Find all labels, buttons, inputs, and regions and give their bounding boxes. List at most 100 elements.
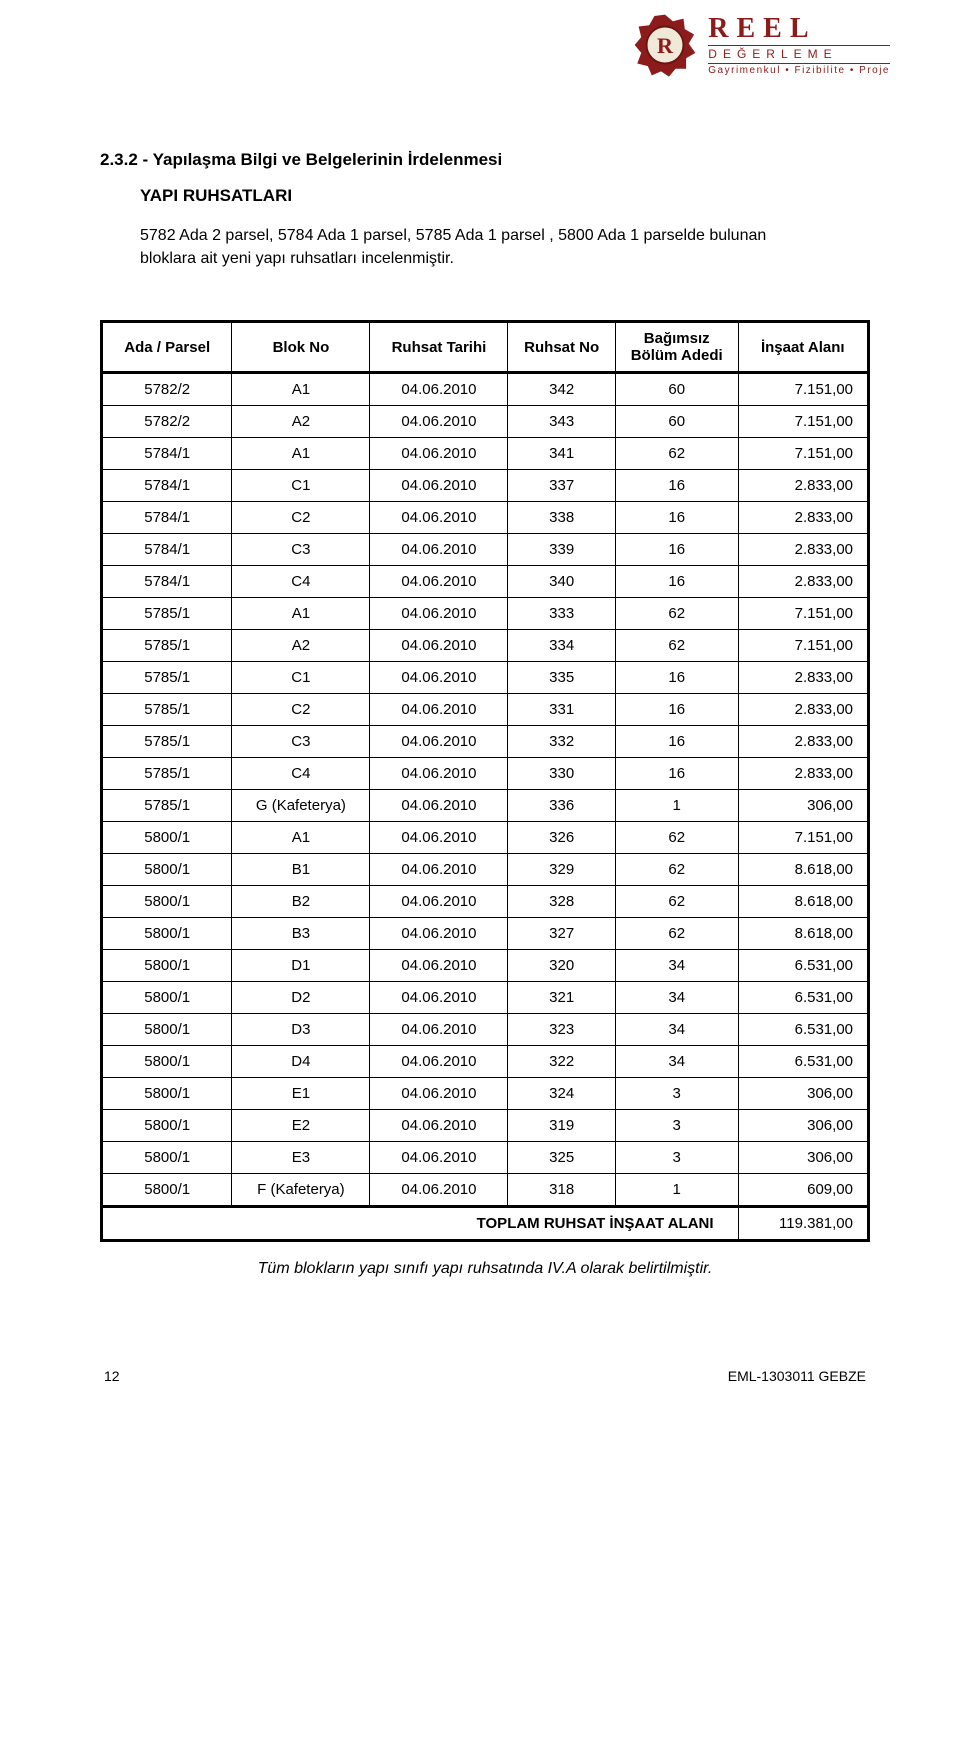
table-cell: 16 [615, 662, 738, 694]
table-cell: 2.833,00 [738, 502, 868, 534]
col-header: Ada / Parsel [102, 322, 232, 373]
table-cell: 16 [615, 726, 738, 758]
table-cell: 8.618,00 [738, 886, 868, 918]
table-row: 5784/1A104.06.2010341627.151,00 [102, 438, 869, 470]
table-cell: E1 [232, 1078, 370, 1110]
table-cell: A1 [232, 373, 370, 406]
table-cell: 5800/1 [102, 822, 232, 854]
table-cell: C3 [232, 534, 370, 566]
table-header-row: Ada / ParselBlok NoRuhsat TarihiRuhsat N… [102, 322, 869, 373]
table-body: 5782/2A104.06.2010342607.151,005782/2A20… [102, 373, 869, 1241]
table-row: 5782/2A104.06.2010342607.151,00 [102, 373, 869, 406]
table-cell: F (Kafeterya) [232, 1174, 370, 1207]
table-cell: 04.06.2010 [370, 598, 508, 630]
col-header: Ruhsat Tarihi [370, 322, 508, 373]
table-cell: 04.06.2010 [370, 854, 508, 886]
table-cell: B2 [232, 886, 370, 918]
table-cell: 16 [615, 470, 738, 502]
table-cell: 319 [508, 1110, 615, 1142]
table-cell: 5784/1 [102, 438, 232, 470]
table-cell: 5800/1 [102, 1046, 232, 1078]
table-cell: 62 [615, 630, 738, 662]
table-cell: 3 [615, 1110, 738, 1142]
logo: R REEL DEĞERLEME Gayrimenkul • Fizibilit… [632, 12, 890, 78]
table-cell: 60 [615, 406, 738, 438]
table-cell: 5785/1 [102, 662, 232, 694]
table-row: 5784/1C304.06.2010339162.833,00 [102, 534, 869, 566]
table-cell: 5784/1 [102, 502, 232, 534]
total-label: TOPLAM RUHSAT İNŞAAT ALANI [102, 1207, 739, 1241]
table-cell: D2 [232, 982, 370, 1014]
wax-seal-icon: R [632, 12, 698, 78]
table-cell: 62 [615, 854, 738, 886]
table-cell: 5785/1 [102, 598, 232, 630]
table-cell: 6.531,00 [738, 950, 868, 982]
table-cell: 62 [615, 598, 738, 630]
table-cell: G (Kafeterya) [232, 790, 370, 822]
table-cell: 333 [508, 598, 615, 630]
table-cell: 04.06.2010 [370, 1014, 508, 1046]
table-row: 5800/1E304.06.20103253306,00 [102, 1142, 869, 1174]
table-cell: 5800/1 [102, 950, 232, 982]
table-row: 5784/1C204.06.2010338162.833,00 [102, 502, 869, 534]
table-row: 5784/1C404.06.2010340162.833,00 [102, 566, 869, 598]
table-cell: 5785/1 [102, 630, 232, 662]
table-cell: 04.06.2010 [370, 694, 508, 726]
section-subheading: YAPI RUHSATLARI [140, 186, 870, 206]
brand-text: REEL DEĞERLEME Gayrimenkul • Fizibilite … [708, 14, 890, 76]
table-cell: 3 [615, 1078, 738, 1110]
table-cell: 337 [508, 470, 615, 502]
table-cell: 04.06.2010 [370, 438, 508, 470]
table-cell: 62 [615, 822, 738, 854]
table-cell: 2.833,00 [738, 662, 868, 694]
table-cell: 334 [508, 630, 615, 662]
table-row: 5785/1A104.06.2010333627.151,00 [102, 598, 869, 630]
table-cell: 04.06.2010 [370, 1142, 508, 1174]
table-cell: 323 [508, 1014, 615, 1046]
table-row: 5785/1C204.06.2010331162.833,00 [102, 694, 869, 726]
table-cell: 16 [615, 502, 738, 534]
table-cell: 5800/1 [102, 1078, 232, 1110]
col-header: Blok No [232, 322, 370, 373]
table-cell: 325 [508, 1142, 615, 1174]
table-row: 5785/1G (Kafeterya)04.06.20103361306,00 [102, 790, 869, 822]
table-cell: 7.151,00 [738, 406, 868, 438]
intro-paragraph: 5782 Ada 2 parsel, 5784 Ada 1 parsel, 57… [140, 224, 780, 270]
table-cell: 338 [508, 502, 615, 534]
brand-name: REEL [708, 14, 890, 43]
table-cell: 5785/1 [102, 758, 232, 790]
table-cell: 7.151,00 [738, 822, 868, 854]
section-heading: 2.3.2 - Yapılaşma Bilgi ve Belgelerinin … [100, 150, 870, 170]
table-cell: 8.618,00 [738, 854, 868, 886]
table-cell: 6.531,00 [738, 1046, 868, 1078]
table-cell: 04.06.2010 [370, 822, 508, 854]
table-cell: 5785/1 [102, 726, 232, 758]
table-cell: 5784/1 [102, 566, 232, 598]
table-cell: C2 [232, 694, 370, 726]
table-cell: 5800/1 [102, 918, 232, 950]
table-row: 5785/1C304.06.2010332162.833,00 [102, 726, 869, 758]
table-cell: 318 [508, 1174, 615, 1207]
table-cell: A1 [232, 438, 370, 470]
table-cell: D4 [232, 1046, 370, 1078]
table-cell: 335 [508, 662, 615, 694]
table-cell: 04.06.2010 [370, 1046, 508, 1078]
page: R REEL DEĞERLEME Gayrimenkul • Fizibilit… [0, 0, 960, 1424]
table-cell: C3 [232, 726, 370, 758]
table-cell: 330 [508, 758, 615, 790]
table-cell: A2 [232, 406, 370, 438]
table-cell: 6.531,00 [738, 1014, 868, 1046]
table-cell: 34 [615, 1046, 738, 1078]
table-cell: 04.06.2010 [370, 630, 508, 662]
table-cell: 332 [508, 726, 615, 758]
table-row: 5785/1C404.06.2010330162.833,00 [102, 758, 869, 790]
table-cell: 339 [508, 534, 615, 566]
table-cell: 1 [615, 790, 738, 822]
table-cell: 342 [508, 373, 615, 406]
table-cell: 04.06.2010 [370, 1078, 508, 1110]
table-cell: C1 [232, 470, 370, 502]
table-cell: 7.151,00 [738, 438, 868, 470]
table-cell: 5784/1 [102, 534, 232, 566]
table-cell: 5800/1 [102, 1014, 232, 1046]
table-cell: 04.06.2010 [370, 662, 508, 694]
